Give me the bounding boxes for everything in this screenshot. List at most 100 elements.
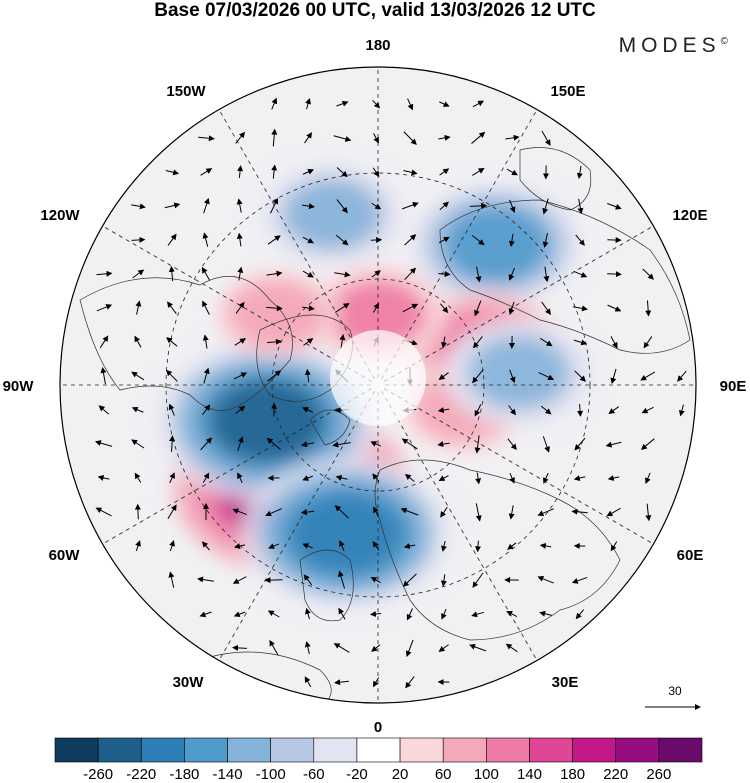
colorbar-tick-label: 60 bbox=[435, 766, 452, 783]
map-boundary bbox=[59, 66, 697, 704]
wind-arrow bbox=[573, 270, 588, 278]
wind-arrow bbox=[271, 164, 278, 179]
colorbar-tick-label: -260 bbox=[83, 766, 113, 783]
wind-arrow bbox=[439, 101, 450, 107]
wind-arrow bbox=[267, 235, 281, 245]
wind-arrow bbox=[201, 541, 210, 551]
wind-arrow bbox=[437, 441, 450, 448]
wind-arrow bbox=[540, 337, 553, 347]
colorbar-tick-label: -60 bbox=[303, 766, 325, 783]
wind-arrow bbox=[339, 333, 346, 350]
wind-arrow bbox=[270, 197, 279, 214]
wind-arrow bbox=[233, 611, 246, 618]
wind-arrow bbox=[474, 540, 481, 553]
colorbar-swatch bbox=[356, 737, 401, 763]
wind-arrow bbox=[407, 98, 414, 111]
wind-arrow bbox=[439, 201, 449, 211]
colorbar-swatch bbox=[486, 737, 530, 763]
wind-arrow bbox=[645, 503, 652, 522]
colorbar-swatch bbox=[140, 737, 185, 763]
wind-arrow bbox=[305, 97, 311, 110]
latitude-circle bbox=[165, 172, 591, 598]
reference-vector-label: 30 bbox=[668, 684, 682, 698]
wind-arrow bbox=[469, 202, 488, 209]
meridian-line bbox=[381, 109, 538, 380]
wind-arrow bbox=[538, 372, 555, 380]
wind-arrow bbox=[134, 335, 142, 348]
wind-arrow bbox=[333, 135, 352, 142]
meridian-line bbox=[383, 225, 654, 382]
wind-arrow bbox=[237, 436, 244, 451]
colorbar-tick-label: 220 bbox=[603, 766, 628, 783]
wind-arrow bbox=[475, 503, 482, 522]
wind-arrow bbox=[438, 271, 451, 278]
wind-arrow bbox=[336, 100, 349, 107]
wind-arrow bbox=[403, 169, 418, 176]
wind-arrow bbox=[131, 439, 145, 449]
meridian-line bbox=[218, 390, 375, 661]
wind-arrow bbox=[405, 676, 415, 689]
wind-arrow bbox=[134, 472, 142, 483]
anomaly-field bbox=[154, 162, 595, 610]
wind-arrow bbox=[438, 372, 449, 381]
wind-arrow bbox=[543, 266, 550, 283]
colorbar-tick-label: 20 bbox=[392, 766, 409, 783]
wind-arrow bbox=[131, 406, 144, 413]
wind-arrow bbox=[304, 132, 313, 144]
wind-arrow bbox=[266, 305, 283, 312]
wind-arrow bbox=[641, 406, 654, 414]
wind-arrow bbox=[235, 405, 246, 415]
wind-arrow bbox=[469, 644, 487, 652]
label-150e: 150E bbox=[550, 83, 585, 100]
wind-arrow bbox=[438, 475, 449, 481]
wind-arrow bbox=[575, 609, 585, 620]
wind-arrow bbox=[645, 300, 652, 317]
wind-arrow bbox=[167, 301, 177, 315]
wind-arrow bbox=[574, 370, 587, 382]
wind-arrow bbox=[234, 338, 247, 346]
wind-arrow bbox=[509, 472, 515, 484]
wind-arrow bbox=[202, 300, 210, 315]
wind-arrow bbox=[539, 542, 552, 549]
wind-arrow bbox=[197, 576, 214, 583]
wind-arrow bbox=[441, 608, 447, 620]
wind-arrow bbox=[304, 641, 311, 655]
wind-arrow bbox=[302, 407, 314, 413]
anomaly-contour-bering-positive bbox=[332, 281, 424, 347]
wind-arrow bbox=[542, 436, 550, 453]
wind-arrow bbox=[164, 202, 181, 209]
wind-arrow bbox=[542, 232, 549, 248]
meridian-line bbox=[218, 109, 375, 380]
wind-arrow bbox=[571, 508, 588, 515]
wind-arrow bbox=[135, 300, 142, 315]
wind-arrow bbox=[335, 234, 349, 246]
wind-arrow bbox=[134, 503, 141, 520]
wind-arrow bbox=[372, 541, 380, 551]
wind-arrow bbox=[574, 437, 586, 451]
wind-arrow bbox=[402, 573, 417, 587]
wind-arrow bbox=[168, 403, 175, 416]
wind-arrow bbox=[645, 472, 651, 484]
wind-arrow bbox=[440, 336, 447, 349]
wind-arrow bbox=[473, 336, 483, 349]
wind-arrow bbox=[372, 302, 380, 313]
wind-arrow bbox=[371, 644, 381, 652]
wind-arrow bbox=[264, 577, 283, 584]
colorbar-swatch bbox=[227, 737, 271, 763]
wind-arrow bbox=[169, 472, 175, 484]
wind-arrow bbox=[640, 438, 655, 450]
wind-arrow bbox=[400, 507, 419, 516]
wind-arrow bbox=[165, 169, 180, 176]
colorbar-tick-label: 180 bbox=[560, 766, 585, 783]
wind-arrow bbox=[237, 472, 243, 484]
label-60w: 60W bbox=[49, 547, 81, 564]
wind-arrow bbox=[233, 372, 248, 380]
wind-arrow bbox=[199, 611, 212, 618]
wind-arrow bbox=[373, 506, 379, 517]
wind-arrow bbox=[168, 265, 175, 282]
wind-arrow bbox=[302, 270, 314, 278]
wind-arrow bbox=[471, 235, 485, 246]
label-90w: 90W bbox=[3, 378, 35, 395]
wind-arrow bbox=[303, 337, 314, 346]
label-60e: 60E bbox=[677, 547, 704, 564]
